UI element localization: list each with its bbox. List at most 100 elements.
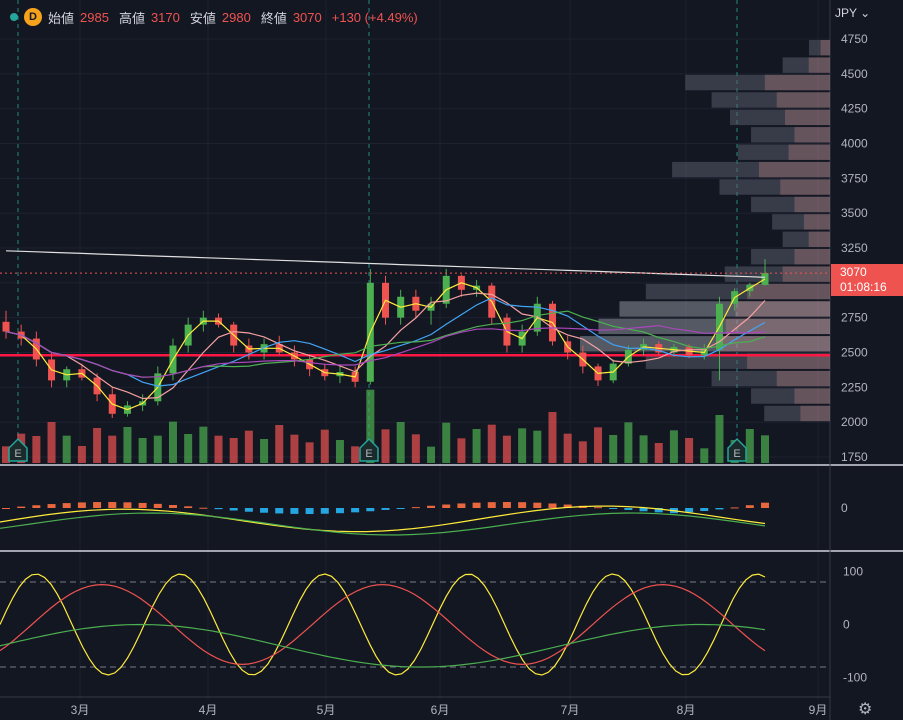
volume-profile-bar [751, 196, 830, 213]
volume-bar [199, 426, 208, 463]
macd-hist-bar [108, 502, 117, 508]
volume-profile-bar [730, 109, 830, 126]
macd-signal-line [0, 512, 766, 536]
volume-profile-bar [685, 74, 830, 91]
volume-profile-bar-down [788, 144, 830, 160]
volume-profile-bar [764, 405, 830, 422]
earnings-marker-label: E [733, 448, 740, 460]
volume-bar [93, 428, 102, 463]
macd-hist-bar [62, 503, 71, 508]
volume-bar [457, 438, 466, 463]
macd-hist-bar [244, 508, 253, 512]
y-tick-label: 3500 [841, 206, 868, 220]
macd-hist-bar [138, 502, 147, 508]
volume-bar [168, 421, 177, 463]
volume-profile-bar [737, 144, 830, 160]
countdown-value: 01:08:16 [840, 280, 887, 294]
y-tick-label: 2250 [841, 380, 868, 394]
earnings-marker-shape [8, 437, 28, 462]
x-tick-label: 9月 [809, 703, 828, 717]
volume-bar [47, 422, 56, 463]
volume-bar [518, 428, 527, 463]
volume-bar [335, 440, 344, 463]
macd-hist-bar [229, 508, 238, 511]
volume-profile-bar-down [808, 231, 830, 247]
earnings-marker-label: E [365, 448, 372, 460]
volume-bar [229, 438, 238, 463]
high-value: 3170 [150, 9, 180, 25]
volume-bar [594, 427, 603, 463]
earnings-marker: E [8, 437, 28, 462]
volume-bar [427, 446, 436, 463]
volume-bar [77, 446, 86, 463]
volume-profile-bar [719, 179, 830, 195]
y-tick-label: 2500 [841, 346, 868, 360]
x-tick-label: 4月 [199, 703, 218, 717]
macd-hist-bar [411, 507, 420, 509]
volume-bar [472, 429, 481, 463]
volume-profile-bar [808, 40, 830, 56]
volume-profile-bar-down [735, 301, 830, 317]
earnings-marker: E [727, 437, 747, 462]
volume-bar [320, 429, 329, 463]
ema-blue-line [5, 297, 766, 387]
volume-bar [442, 422, 451, 463]
volume-bar [305, 442, 314, 463]
macd-hist-bar [548, 503, 557, 508]
volume-bar [745, 429, 754, 463]
volume-profile-bar [672, 161, 830, 178]
volume-bar [700, 448, 709, 463]
macd-hist-bar [624, 508, 633, 510]
macd-hist-bar [93, 502, 102, 508]
volume-profile-bar-down [800, 405, 830, 422]
volume-bar [715, 415, 724, 463]
volume-bar [153, 435, 162, 463]
macd-hist-bar [700, 508, 709, 511]
volume-bar [184, 434, 193, 463]
open-value: 2985 [80, 9, 109, 25]
macd-hist-bar [153, 503, 162, 508]
macd-hist-bar [487, 502, 496, 508]
macd-hist-bar [502, 502, 511, 508]
macd-hist-bar [77, 502, 86, 508]
earnings-marker-shape [727, 437, 747, 462]
volume-profile [580, 40, 830, 422]
macd-hist-bar [275, 508, 284, 514]
volume-bar [411, 434, 420, 463]
volume-profile-bar-down [785, 109, 830, 126]
x-tick-label: 8月 [677, 703, 696, 717]
volume-profile-bar [711, 92, 830, 108]
macd-hist-bar [123, 502, 132, 508]
macd-hist-bar [47, 504, 56, 508]
volume-profile-bar [724, 266, 830, 282]
high-label: 高値 [118, 10, 145, 26]
volume-profile-bar [751, 249, 830, 265]
macd-hist-bar [639, 508, 648, 512]
volume-bar [260, 439, 269, 463]
volume-profile-bar-down [776, 92, 830, 108]
macd-hist-bar [715, 508, 724, 510]
timeframe-badge[interactable]: D [24, 8, 42, 26]
ma-purple-line [5, 324, 766, 378]
volume-profile-bar-down [782, 266, 830, 282]
volume-bar [396, 422, 405, 463]
volume-profile-bar-down [776, 370, 830, 387]
volume-bar [639, 435, 648, 463]
low-value: 2980 [221, 9, 251, 25]
x-tick-label: 3月 [71, 703, 90, 717]
volume-bar [62, 435, 71, 463]
volume-bar [108, 435, 117, 463]
last-price-label: 3070 01:08:16 [831, 264, 903, 296]
gear-icon[interactable]: ⚙ [858, 701, 873, 718]
volume-bar [685, 438, 694, 463]
currency-selector[interactable]: JPY ⌄ [835, 6, 870, 20]
macd-hist-bar [290, 508, 299, 514]
volume-profile-bar [772, 214, 830, 230]
volume-profile-bar [711, 370, 830, 387]
volume-bar [351, 446, 360, 463]
macd-hist-bar [594, 507, 603, 509]
macd-hist-bar [457, 503, 466, 508]
volume-bar [244, 430, 253, 463]
